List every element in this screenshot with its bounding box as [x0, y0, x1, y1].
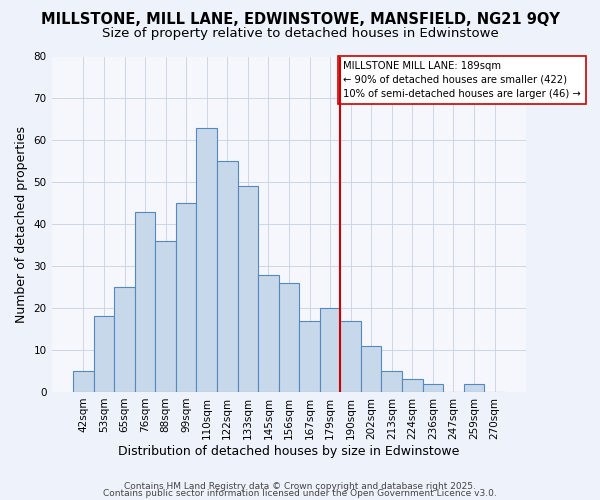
Bar	[299, 320, 320, 392]
Text: MILLSTONE MILL LANE: 189sqm
← 90% of detached houses are smaller (422)
10% of se: MILLSTONE MILL LANE: 189sqm ← 90% of det…	[343, 60, 581, 98]
Text: Contains HM Land Registry data © Crown copyright and database right 2025.: Contains HM Land Registry data © Crown c…	[124, 482, 476, 491]
Bar	[217, 162, 238, 392]
Bar	[176, 204, 196, 392]
Bar	[135, 212, 155, 392]
Text: Contains public sector information licensed under the Open Government Licence v3: Contains public sector information licen…	[103, 489, 497, 498]
Bar	[114, 287, 135, 392]
Bar	[196, 128, 217, 392]
Bar	[382, 371, 402, 392]
X-axis label: Distribution of detached houses by size in Edwinstowe: Distribution of detached houses by size …	[118, 444, 460, 458]
Bar	[464, 384, 484, 392]
Bar	[155, 241, 176, 392]
Text: Size of property relative to detached houses in Edwinstowe: Size of property relative to detached ho…	[101, 28, 499, 40]
Bar	[402, 380, 422, 392]
Y-axis label: Number of detached properties: Number of detached properties	[15, 126, 28, 322]
Bar	[361, 346, 382, 392]
Bar	[94, 316, 114, 392]
Bar	[340, 320, 361, 392]
Bar	[278, 283, 299, 392]
Text: MILLSTONE, MILL LANE, EDWINSTOWE, MANSFIELD, NG21 9QY: MILLSTONE, MILL LANE, EDWINSTOWE, MANSFI…	[41, 12, 559, 28]
Bar	[73, 371, 94, 392]
Bar	[238, 186, 258, 392]
Bar	[320, 308, 340, 392]
Bar	[422, 384, 443, 392]
Bar	[258, 274, 278, 392]
